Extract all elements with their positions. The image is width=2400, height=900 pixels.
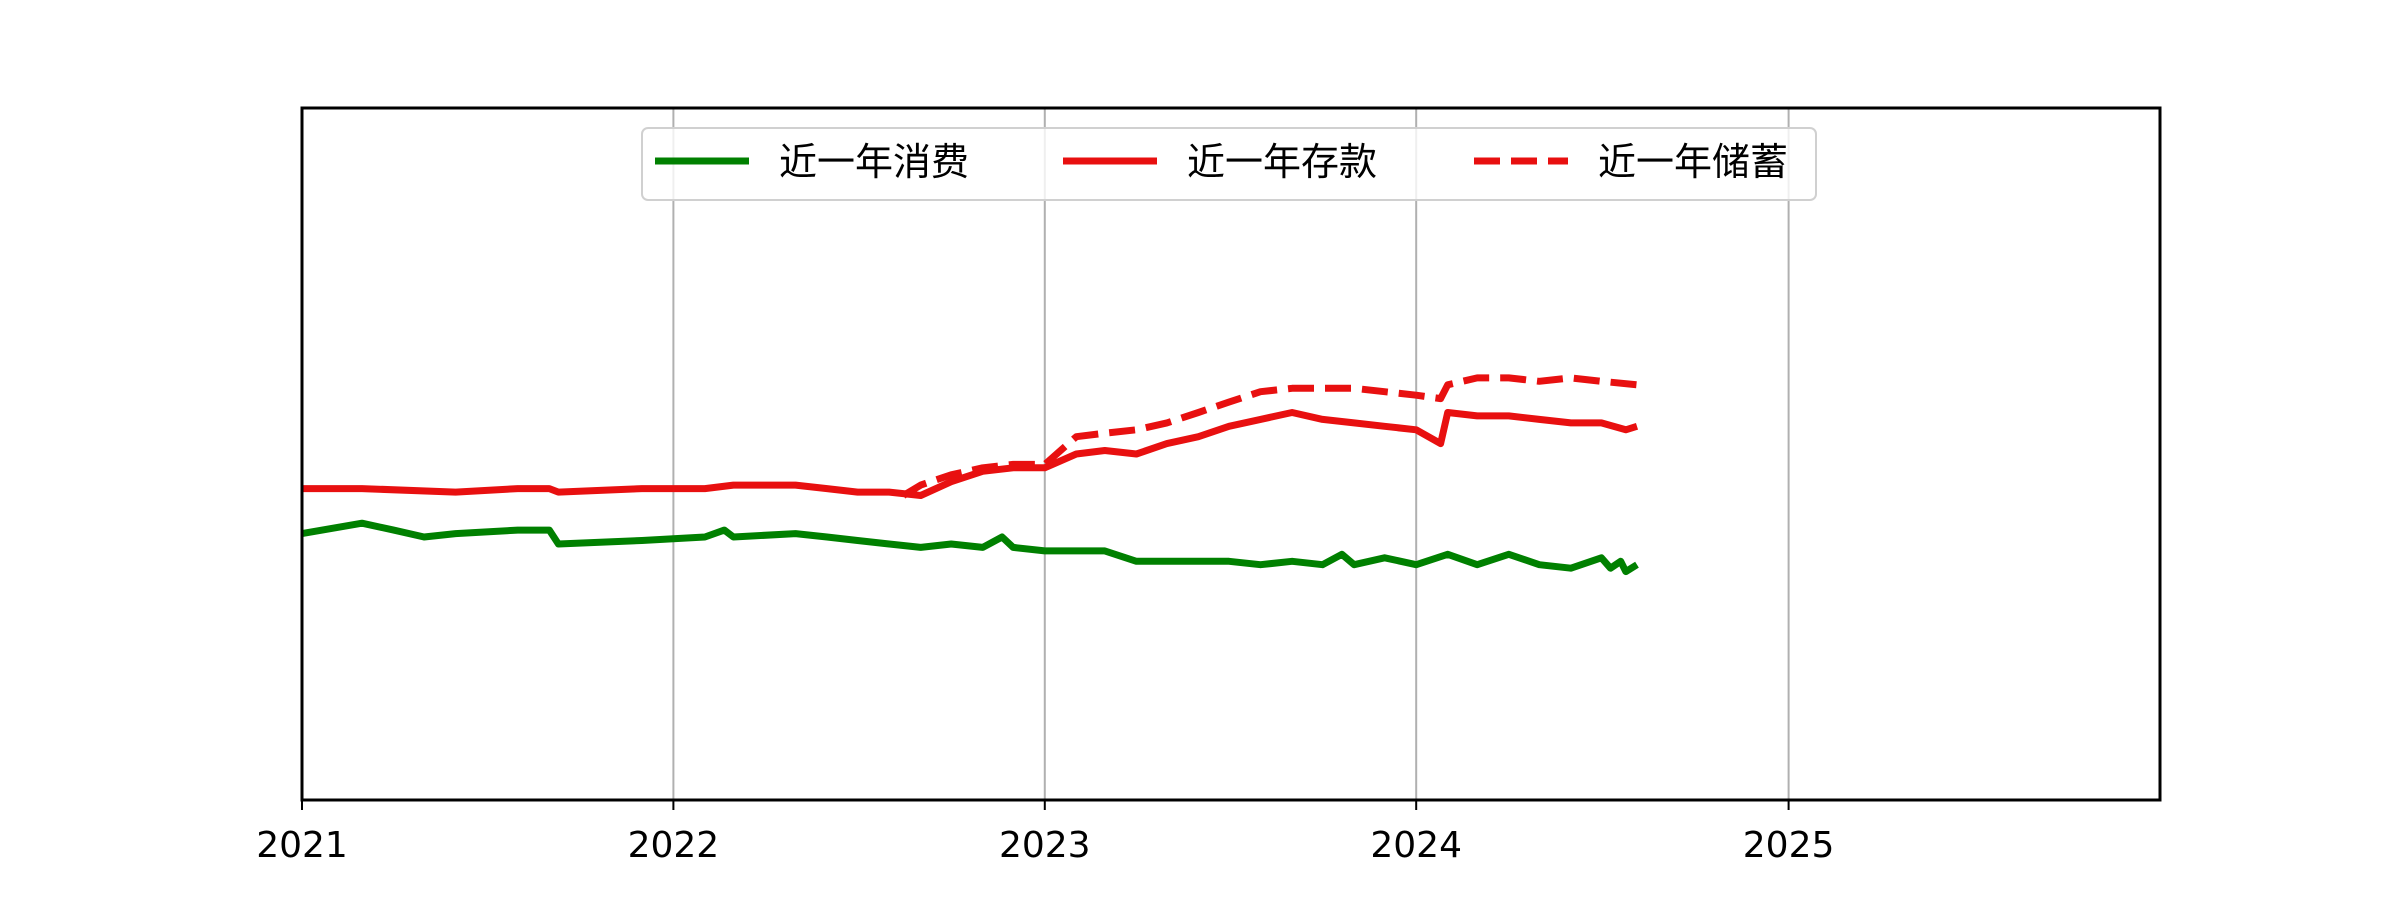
plot-area [301, 374, 1639, 576]
x-tick-label: 2025 [1743, 825, 1835, 866]
x-grid [301, 108, 1790, 800]
legend-label: 近一年消费 [779, 140, 969, 184]
x-tick-label: 2022 [628, 825, 720, 866]
series-line-0 [301, 519, 1639, 576]
plot-frame [300, 106, 2162, 802]
series-line-2 [901, 374, 1638, 499]
x-axis: 2021 2022 2023 2024 2025 [256, 800, 1834, 866]
x-tick-label: 2021 [256, 825, 348, 866]
legend-label: 近一年存款 [1187, 140, 1377, 184]
x-tick-label: 2023 [999, 825, 1091, 866]
series-line-1 [302, 409, 1639, 499]
legend-label: 近一年储蓄 [1598, 140, 1788, 184]
x-tick-label: 2024 [1370, 825, 1462, 866]
legend-box [641, 127, 1817, 201]
legend: 近一年消费 近一年存款 近一年储蓄 [641, 127, 1817, 201]
